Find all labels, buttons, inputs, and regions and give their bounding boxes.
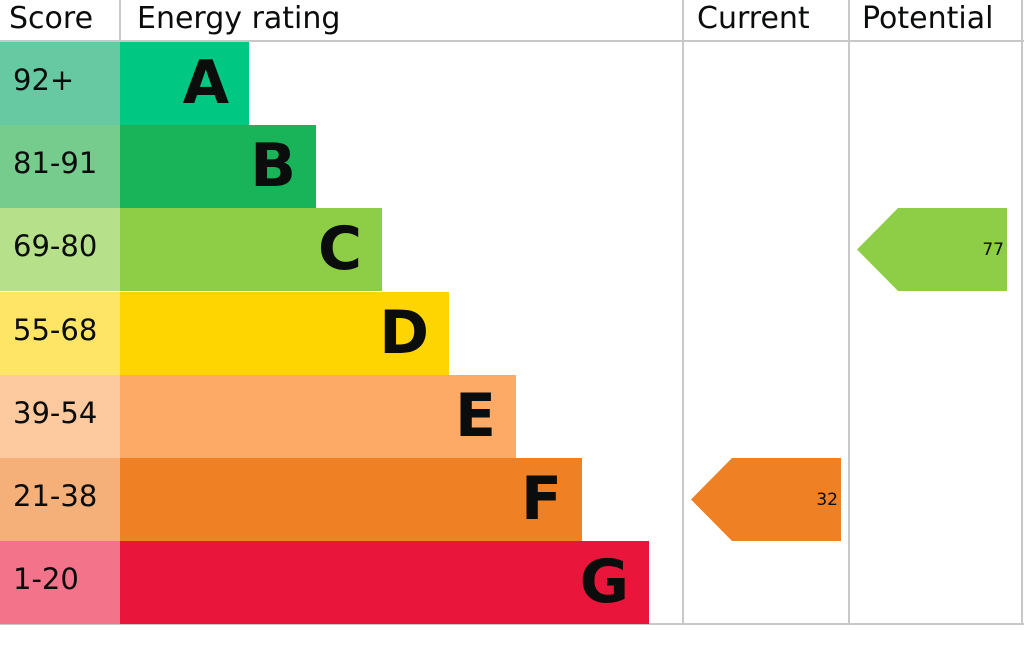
header-current: Current	[697, 1, 810, 36]
score-range-c: 69-80	[0, 208, 120, 291]
score-range-e: 39-54	[0, 375, 120, 458]
band-letter: E	[455, 381, 496, 451]
rating-bar-c: C	[120, 208, 382, 291]
divider-current	[682, 0, 684, 625]
rating-bar-a: A	[120, 42, 249, 125]
bottom-border	[0, 623, 1024, 625]
band-letter: D	[379, 298, 429, 368]
score-range-b: 81-91	[0, 125, 120, 208]
header-score: Score	[9, 1, 94, 36]
current-value: 32	[816, 490, 838, 510]
score-range-g: 1-20	[0, 541, 120, 624]
band-letter: A	[182, 48, 229, 118]
arrow-shape-icon	[691, 458, 841, 541]
header-divider	[0, 40, 1024, 42]
right-border	[1021, 0, 1023, 625]
header-energy-rating: Energy rating	[137, 1, 341, 36]
band-letter: F	[521, 464, 562, 534]
rating-bar-g: G	[120, 541, 649, 624]
rating-bar-d: D	[120, 292, 449, 375]
divider-potential	[848, 0, 850, 625]
rating-bar-b: B	[120, 125, 316, 208]
header-potential: Potential	[862, 1, 994, 36]
potential-rating-arrow: 77	[857, 208, 1007, 291]
divider-score	[119, 0, 121, 41]
band-letter: G	[579, 547, 629, 617]
potential-value: 77	[982, 240, 1004, 260]
rating-bar-e: E	[120, 375, 516, 458]
arrow-shape-icon	[857, 208, 1007, 291]
score-range-a: 92+	[0, 42, 120, 125]
rating-bar-f: F	[120, 458, 582, 541]
score-range-d: 55-68	[0, 292, 120, 375]
current-rating-arrow: 32	[691, 458, 841, 541]
band-letter: B	[250, 131, 296, 201]
band-letter: C	[317, 214, 362, 284]
score-range-f: 21-38	[0, 458, 120, 541]
